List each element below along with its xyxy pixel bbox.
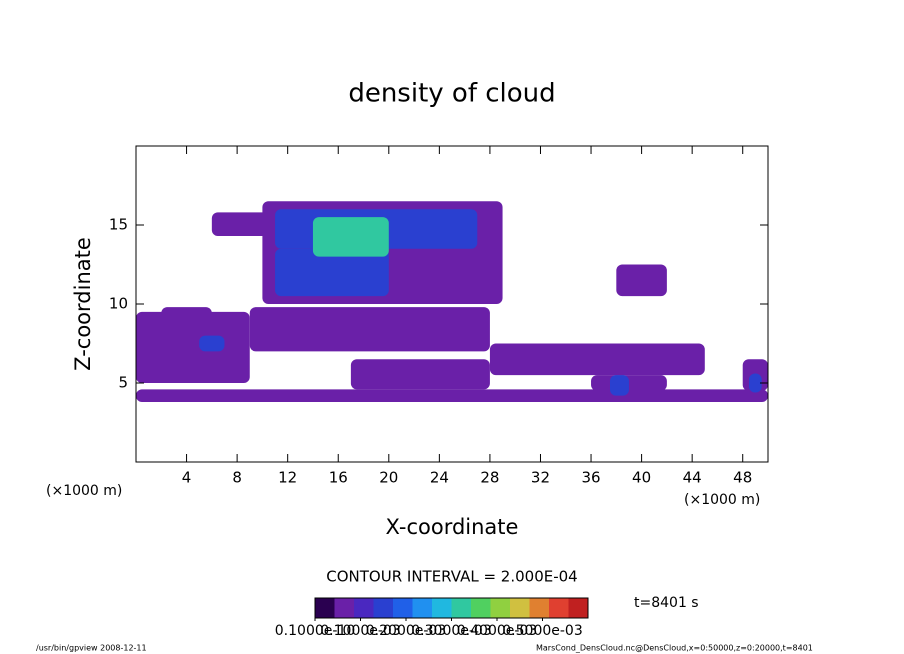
x-tick-label: 36 [581,469,600,487]
contour-region [312,217,389,257]
colorbar-tick-label: 0.1000e-03 [320,623,400,639]
x-unit-label: (×1000 m) [46,483,122,499]
contour-interval: CONTOUR INTERVAL = 2.000E-04 [326,568,577,586]
x-tick-label: 16 [329,469,348,487]
x-tick-label: 32 [531,469,550,487]
contour-region [211,212,288,237]
colorbar-swatch [412,598,433,618]
colorbar-swatch [549,598,569,618]
contour-region [749,373,762,393]
x-tick-label: 28 [480,469,499,487]
x-tick-label: 20 [379,469,398,487]
colorbar-swatch [315,598,335,618]
colorbar-swatch [432,598,452,618]
colorbar-tick-label: 0.4000e-03 [457,623,537,639]
x-tick-label: 44 [683,469,702,487]
y-tick-label: 15 [109,216,128,234]
colorbar-tick-label: 0.1000e-10 [275,623,355,639]
chart-title: density of cloud [348,79,555,109]
colorbar-tick-label: 0.5000e-03 [502,623,582,639]
colorbar-swatch [451,598,472,618]
contour-region [350,359,490,390]
time-label: t=8401 s [634,595,699,611]
colorbar-swatch [373,598,394,618]
colorbar-swatch [490,598,511,618]
contour-region [136,389,768,402]
x-tick-label: 48 [733,469,752,487]
x-tick-label: 8 [232,469,242,487]
contour-region [610,375,629,396]
x-unit-label: (×1000 m) [684,492,760,508]
colorbar-tick-label: 0.3000e-03 [411,623,491,639]
x-tick-label: 4 [182,469,192,487]
footer-right: MarsCond_DensCloud.nc@DensCloud,x=0:5000… [536,644,813,653]
x-tick-label: 40 [632,469,651,487]
colorbar-swatch [529,598,550,618]
contour-region [616,264,667,297]
colorbar-tick-label: 0.2000e-03 [366,623,446,639]
colorbar-swatch [471,598,491,618]
contour-region [161,307,212,344]
contour-region [489,343,705,376]
colorbar-swatch [568,598,589,618]
colorbar-swatch [334,598,355,618]
x-axis-label: X-coordinate [386,515,519,539]
x-tick-label: 24 [430,469,449,487]
y-tick-label: 10 [109,295,128,313]
contour-region [249,307,490,352]
y-tick-label: 5 [118,374,128,392]
contour-region [275,248,389,297]
footer-left: /usr/bin/gpview 2008-12-11 [36,644,147,653]
contour-region [199,335,225,352]
y-axis-label: Z-coordinate [71,237,95,371]
colorbar-swatch [354,598,374,618]
x-tick-label: 12 [278,469,297,487]
colorbar-swatch [510,598,530,618]
colorbar-swatch [393,598,413,618]
